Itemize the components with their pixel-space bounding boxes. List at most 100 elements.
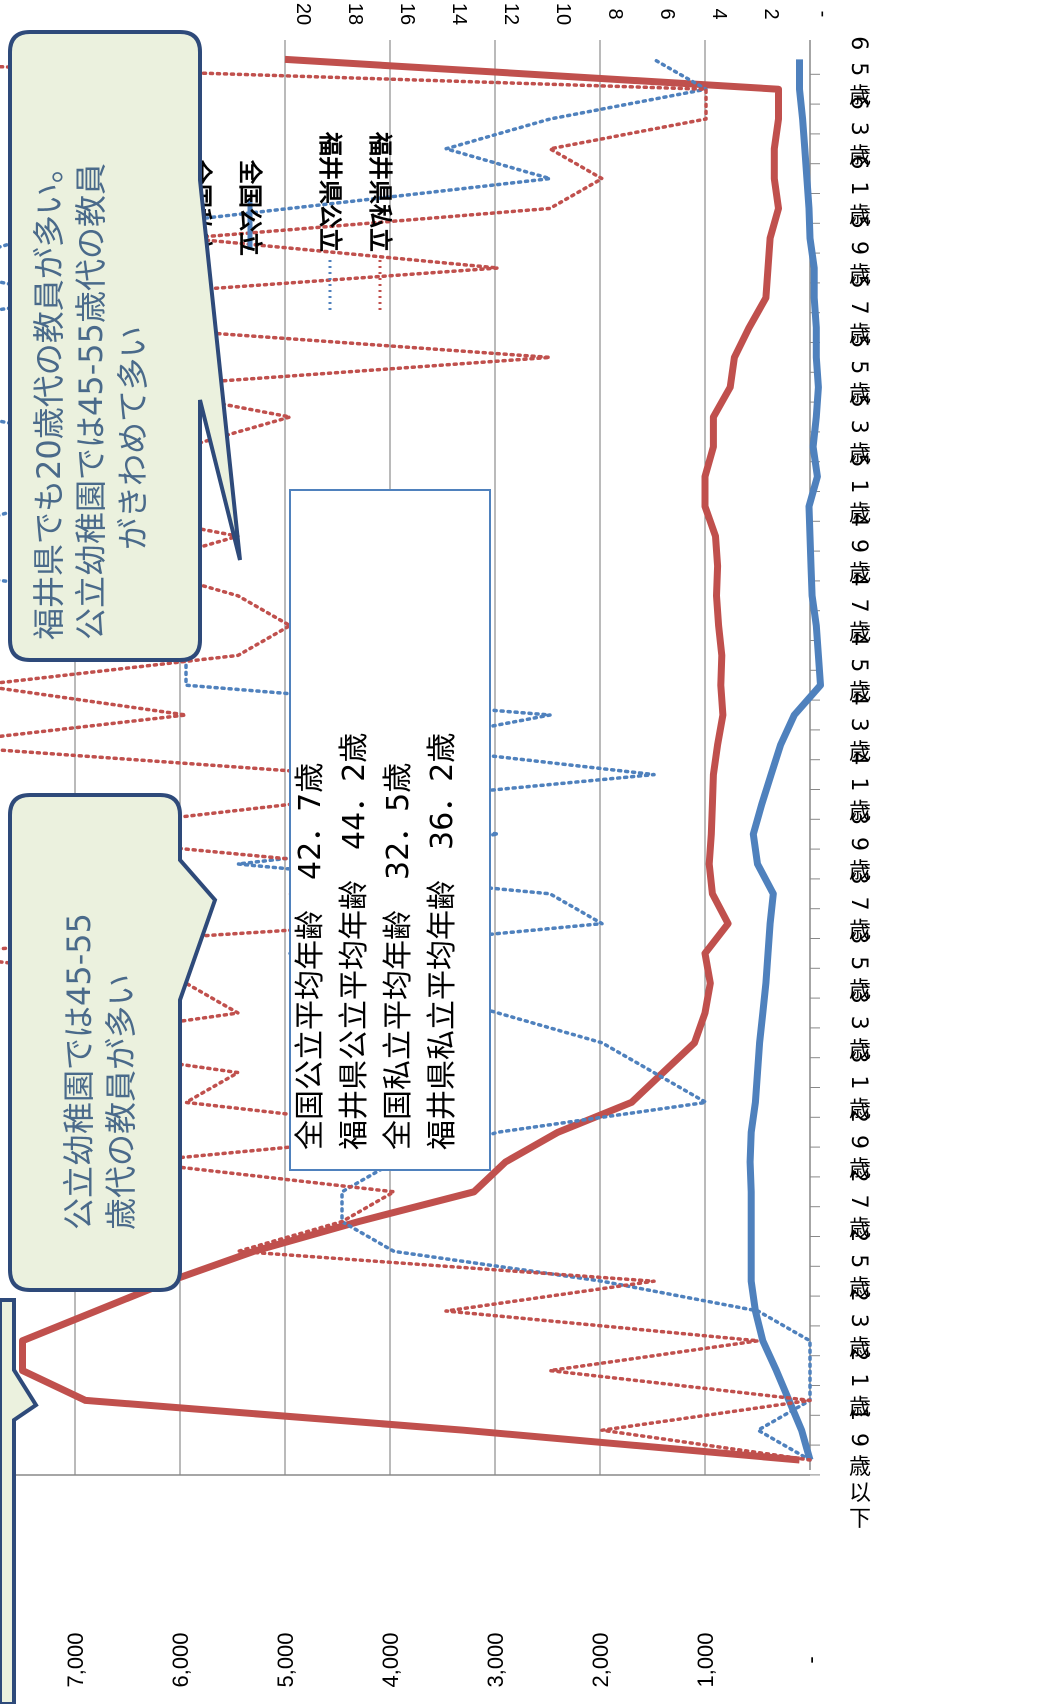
svg-text:9: 9 [846, 1135, 871, 1149]
category-tick-label: 4 1 歳 [846, 751, 871, 824]
category-tick-label: 4 5 歳 [846, 632, 871, 705]
svg-text:歳: 歳 [849, 1336, 871, 1361]
left-axis-tick-label: 5,000 [273, 1632, 298, 1687]
svg-text:9: 9 [846, 539, 871, 553]
stats-line-national-public: 全国公立平均年齢 42．7歳 [293, 763, 328, 1150]
svg-text:4: 4 [846, 692, 871, 706]
svg-text:歳: 歳 [849, 144, 871, 169]
svg-text:1: 1 [846, 777, 871, 791]
svg-text:3: 3 [846, 811, 871, 825]
svg-text:3: 3 [846, 990, 871, 1004]
svg-text:9: 9 [846, 241, 871, 255]
category-tick-label: 5 3 歳 [846, 394, 871, 467]
legend-label-fukui-private: 福井県私立 [366, 131, 394, 252]
svg-text:歳: 歳 [849, 1455, 871, 1480]
svg-text:歳: 歳 [849, 442, 871, 467]
svg-text:歳: 歳 [849, 203, 871, 228]
category-tick-label: 3 7 歳 [846, 871, 871, 944]
category-tick-label: 3 9 歳 [846, 811, 871, 884]
svg-text:歳: 歳 [849, 1038, 871, 1063]
svg-text:5: 5 [846, 1254, 871, 1268]
category-tick-label: 33歳 [846, 990, 871, 1063]
svg-text:5: 5 [846, 658, 871, 672]
svg-text:4: 4 [846, 573, 871, 587]
svg-text:4: 4 [846, 751, 871, 765]
svg-text:7: 7 [846, 897, 871, 911]
svg-text:2: 2 [846, 1228, 871, 1242]
left-axis-tick-label: 7,000 [63, 1632, 88, 1687]
svg-text:歳: 歳 [849, 919, 871, 944]
callout-middle-line-1: 公立幼稚園では45-55 [60, 913, 98, 1230]
stats-box-frame [289, 489, 491, 1171]
callout-top-line-2: 公立幼稚園では45-55歳代の教員 [72, 163, 110, 640]
svg-text:5: 5 [846, 62, 871, 76]
legend-label-fukui-public: 福井県公立 [316, 131, 344, 252]
svg-text:歳: 歳 [849, 84, 871, 109]
callout-top-bubble [8, 30, 242, 662]
callout-top: 福井県でも20歳代の教員が多い。 公立幼稚園では45-55歳代の教員 がきわめて… [8, 30, 242, 662]
category-tick-label: 3 5 歳 [846, 930, 871, 1003]
svg-text:3: 3 [846, 1016, 871, 1030]
svg-text:2: 2 [846, 1169, 871, 1183]
category-tick-label: 6 3 歳 [846, 96, 871, 169]
category-tick-label: 55歳 [846, 334, 871, 407]
svg-text:6: 6 [846, 96, 871, 110]
left-axis-tick-label: 2,000 [588, 1632, 613, 1687]
left-axis-tick-label: 4,000 [378, 1632, 403, 1687]
svg-text:2: 2 [846, 1109, 871, 1123]
svg-text:歳: 歳 [849, 621, 871, 646]
svg-text:3: 3 [846, 420, 871, 434]
left-axis-tick-label: 6,000 [168, 1632, 193, 1687]
svg-text:歳: 歳 [849, 740, 871, 765]
svg-text:6: 6 [846, 155, 871, 169]
svg-text:歳: 歳 [849, 859, 871, 884]
category-tick-label: 4 7 歳 [846, 573, 871, 646]
category-tick-label: 2 7 歳 [846, 1169, 871, 1242]
svg-text:3: 3 [846, 1049, 871, 1063]
svg-text:歳: 歳 [849, 680, 871, 705]
callout-middle: 公立幼稚園では45-55 歳代の教員が多い [8, 793, 218, 1292]
left-axis-tick-label: 1,000 [693, 1632, 718, 1687]
legend-label-national-public: 全国公立 [236, 159, 264, 256]
callout-top-line-1: 福井県でも20歳代の教員が多い。 [30, 151, 68, 640]
svg-text:歳: 歳 [849, 1395, 871, 1420]
svg-text:7: 7 [846, 301, 871, 315]
stats-line-national-private: 全国私立平均年齢 32．5歳 [381, 763, 416, 1150]
right-axis-tick-label: 12 [500, 3, 522, 25]
svg-text:歳: 歳 [849, 263, 871, 288]
category-tick-label: 5 9 歳 [846, 215, 871, 288]
svg-text:5: 5 [846, 360, 871, 374]
category-tick-label: 1 9 歳以下 [846, 1407, 871, 1532]
svg-text:歳: 歳 [849, 323, 871, 348]
legend-right: 福井県公立 福井県私立 [316, 131, 394, 310]
callout-middle-bubble [8, 793, 218, 1292]
svg-text:1: 1 [846, 1075, 871, 1089]
stats-line-fukui-public: 福井県公立平均年齢 44．2歳 [337, 733, 372, 1150]
right-axis-tick-label: 2 [760, 8, 782, 19]
right-axis-tick-label: 8 [604, 8, 626, 19]
right-axis-tick-label: 20 [292, 3, 314, 25]
svg-text:4: 4 [846, 513, 871, 527]
series-line-全国私立 [19, 55, 800, 1464]
category-tick-label: 6 5 歳 [846, 36, 871, 109]
stats-box: 全国公立平均年齢 42．7歳 福井県公立平均年齢 44．2歳 全国私立平均年齢 … [289, 489, 491, 1171]
callout-bottom-partial [0, 1298, 39, 1704]
svg-text:3: 3 [846, 1314, 871, 1328]
svg-text:1: 1 [846, 1373, 871, 1387]
right-axis-tick-label: 10 [552, 3, 574, 25]
svg-text:歳: 歳 [849, 561, 871, 586]
series-line-全国公立 [746, 59, 824, 1461]
svg-text:歳: 歳 [849, 1217, 871, 1242]
svg-text:6: 6 [846, 36, 871, 50]
right-axis-tick-label: 4 [708, 8, 730, 19]
svg-text:3: 3 [846, 718, 871, 732]
tick-labels: - 1,000 2,000 3,000 4,000 5,000 6,000 7,000 - 2 4 6… [63, 3, 871, 1688]
category-tick-label: 4 3 歳 [846, 692, 871, 765]
svg-text:歳: 歳 [849, 501, 871, 526]
svg-text:1: 1 [846, 479, 871, 493]
left-axis-tick-label: 3,000 [483, 1632, 508, 1687]
svg-text:5: 5 [846, 956, 871, 970]
right-axis-tick-label: 18 [344, 3, 366, 25]
category-tick-label: 3 1 歳 [846, 1049, 871, 1122]
